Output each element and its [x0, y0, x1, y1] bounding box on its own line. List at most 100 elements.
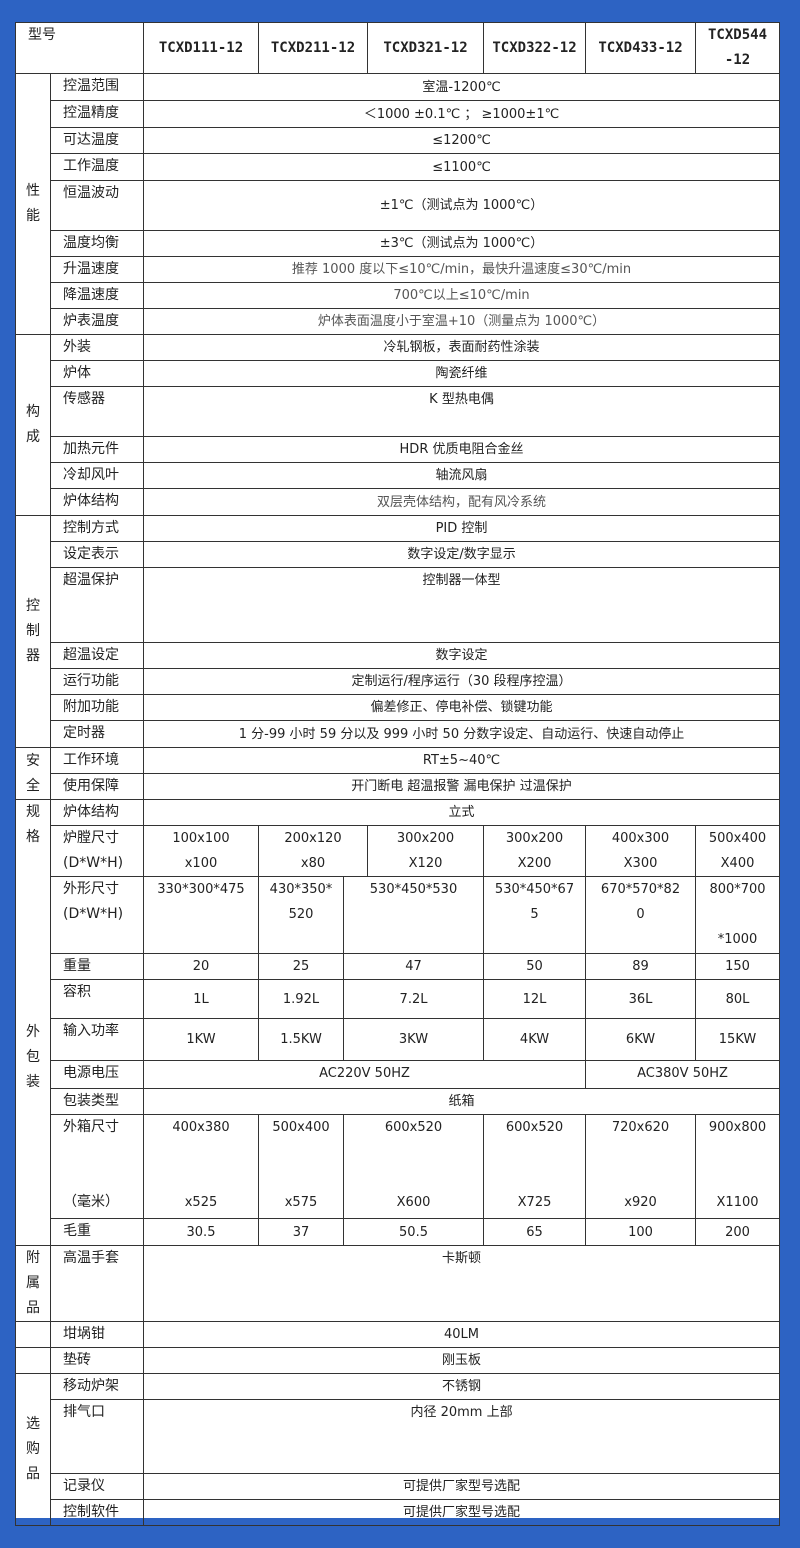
table-row: 定时器 1 分-99 小时 59 分以及 999 小时 50 分数字设定、自动运行…: [16, 720, 781, 748]
row-value: 80L: [695, 979, 781, 1019]
row-value: 430*350* 520: [258, 876, 344, 954]
spec-table: 型号 TCXD111-12 TCXD211-12 TCXD321-12 TCXD322-…: [15, 22, 781, 1526]
row-value: 100x100 x100: [143, 825, 259, 877]
row-value: 刚玉板: [142, 1347, 781, 1374]
row-label: 超温保护: [50, 567, 144, 643]
row-value: 卡斯顿: [142, 1245, 781, 1322]
row-label: 毛重: [50, 1218, 144, 1246]
row-value: 600x520 X600: [342, 1114, 485, 1219]
table-row: 附 属 品高温手套 卡斯顿: [15, 1245, 781, 1322]
row-value: 700℃以上≤10℃/min: [142, 282, 781, 309]
row-label: 重量: [50, 953, 144, 980]
row-label: 传感器: [50, 386, 144, 437]
row-value: 不锈钢: [142, 1373, 781, 1400]
row-label: 附加功能: [50, 694, 144, 721]
table-row: 毛重 30.5 37 50.5 65 100 200: [16, 1218, 781, 1246]
table-row: 炉膛尺寸 (D*W*H) 100x100 x100 200x120 x80 300x2…: [16, 825, 781, 877]
row-value: 1L: [143, 979, 259, 1019]
table-row: 控温精度 ＜1000 ±0.1℃ ； ≥1000±1℃: [16, 100, 781, 128]
row-value: 100: [585, 1218, 697, 1246]
row-value: AC380V 50HZ: [585, 1060, 781, 1089]
row-label: 炉体结构: [50, 799, 144, 826]
table-row: 排气口 内径 20mm 上部: [16, 1399, 781, 1474]
row-value: 30.5: [143, 1218, 259, 1246]
row-value: 600x520 X725: [483, 1114, 587, 1219]
table-row: 电源电压 AC220V 50HZ AC380V 50HZ: [16, 1060, 781, 1089]
row-value: 800*700 *1000: [695, 876, 781, 954]
row-value: 冷轧钢板，表面耐药性涂装: [142, 334, 781, 361]
group-label: 控 制 器: [15, 515, 51, 748]
row-label: 恒温波动: [50, 180, 144, 231]
table-row: 容积 1L 1.92L 7.2L 12L 36L 80L: [16, 979, 781, 1019]
table-row: 规 格外 包 装炉体结构 立式: [15, 799, 781, 1246]
row-label: 控制方式: [50, 515, 144, 542]
row-value: 轴流风扇: [142, 462, 781, 489]
table-row: 工作温度 ≤1100℃: [16, 153, 781, 181]
table-row: 炉体结构 双层壳体结构，配有风冷系统: [16, 488, 781, 516]
model-name: TCXD111-12: [143, 22, 259, 74]
row-label: 输入功率: [50, 1018, 144, 1061]
row-value: 数字设定/数字显示: [142, 541, 781, 568]
row-value: 可提供厂家型号选配: [142, 1499, 781, 1526]
row-label: 记录仪: [50, 1473, 144, 1500]
row-value: 300x200 X200: [483, 825, 587, 877]
row-value: 1.92L: [258, 979, 344, 1019]
table-row: 降温速度 700℃以上≤10℃/min: [16, 282, 781, 309]
table-row: 炉体 陶瓷纤维: [16, 360, 781, 387]
row-value: 40LM: [142, 1321, 781, 1348]
row-value: 双层壳体结构，配有风冷系统: [142, 488, 781, 516]
row-value: 37: [258, 1218, 344, 1246]
row-label: 运行功能: [50, 668, 144, 695]
row-value: 720x620 x920: [585, 1114, 697, 1219]
row-value: ±1℃（测试点为 1000℃）: [142, 180, 781, 231]
row-value: 200x120 x80: [257, 825, 369, 877]
row-label: 加热元件: [50, 436, 144, 463]
row-value: 内径 20mm 上部: [142, 1399, 781, 1474]
table-row: 外形尺寸 (D*W*H) 330*300*475 430*350* 520 530*4…: [16, 876, 781, 954]
model-name: TCXD544 -12: [695, 22, 781, 74]
row-value: 1 分-99 小时 59 分以及 999 小时 50 分数字设定、自动运行、快速…: [142, 720, 781, 748]
row-label: 降温速度: [50, 282, 144, 309]
row-value: HDR 优质电阻合金丝: [142, 436, 781, 463]
row-label: 控温范围: [50, 73, 144, 101]
group-label: 附 属 品: [15, 1245, 51, 1322]
row-value: 6KW: [585, 1018, 697, 1061]
row-value: RT±5~40℃: [142, 747, 781, 774]
row-label: 控制软件: [50, 1499, 144, 1526]
model-name: TCXD321-12: [367, 22, 485, 74]
row-value: 推荐 1000 度以下≤10℃/min，最快升温速度≤30℃/min: [142, 256, 781, 283]
row-value: ≤1200℃: [142, 127, 781, 154]
empty-cell: [15, 1321, 51, 1348]
row-value: 500x400 X400: [695, 825, 781, 877]
table-row: 选 购 品移动炉架 不锈钢: [15, 1373, 781, 1526]
table-row: 附加功能 偏差修正、停电补偿、锁键功能: [16, 694, 781, 721]
row-label: 炉体结构: [50, 488, 144, 516]
table-row: 包装类型 纸箱: [16, 1088, 781, 1115]
table-row: 坩埚钳 40LM: [15, 1321, 781, 1348]
row-label: 冷却风叶: [50, 462, 144, 489]
row-label: 炉膛尺寸 (D*W*H): [50, 825, 144, 877]
group-label: 性 能: [15, 73, 51, 335]
row-value: 立式: [142, 799, 781, 826]
row-label: 炉体: [50, 360, 144, 387]
row-label: 排气口: [50, 1399, 144, 1474]
row-label: 炉表温度: [50, 308, 144, 335]
row-value: PID 控制: [142, 515, 781, 542]
row-value: 65: [483, 1218, 587, 1246]
table-row: 恒温波动 ±1℃（测试点为 1000℃）: [16, 180, 781, 231]
row-label: 工作温度: [50, 153, 144, 181]
row-value: 7.2L: [342, 979, 485, 1019]
table-row: 控制软件 可提供厂家型号选配: [16, 1499, 781, 1526]
model-header-label: 型号: [15, 22, 144, 74]
row-value: 900x800 X1100: [695, 1114, 781, 1219]
table-row: 输入功率 1KW 1.5KW 3KW 4KW 6KW 15KW: [16, 1018, 781, 1061]
row-value: 36L: [585, 979, 697, 1019]
row-value: ±3℃（测试点为 1000℃）: [142, 230, 781, 257]
row-label: 可达温度: [50, 127, 144, 154]
row-value: ＜1000 ±0.1℃ ； ≥1000±1℃: [142, 100, 781, 128]
row-label: 外形尺寸 (D*W*H): [50, 876, 144, 954]
row-value: 陶瓷纤维: [142, 360, 781, 387]
row-value: 炉体表面温度小于室温+10（测量点为 1000℃）: [142, 308, 781, 335]
group-label-specs: 规 格: [26, 804, 40, 845]
row-value: 1.5KW: [258, 1018, 344, 1061]
